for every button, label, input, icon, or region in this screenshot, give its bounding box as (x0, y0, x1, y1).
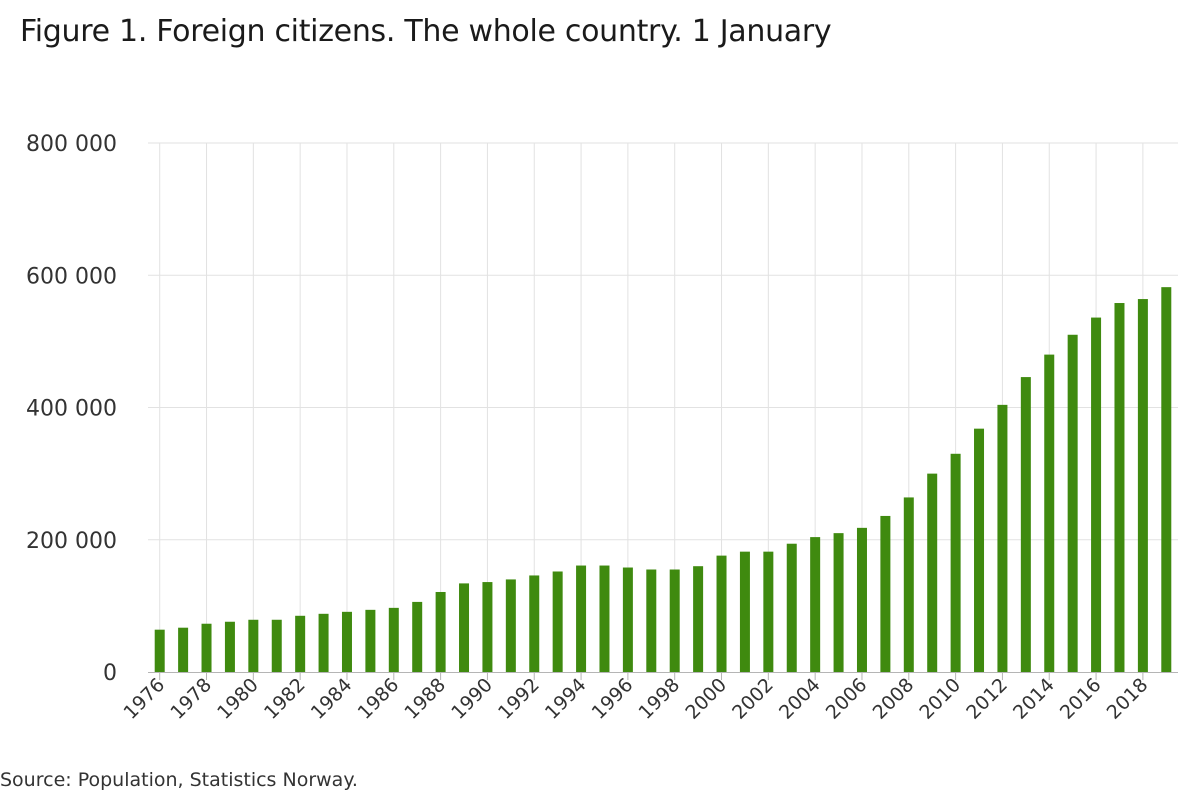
bar-2010 (950, 453, 961, 672)
bar-2003 (786, 543, 797, 672)
bar-1987 (412, 601, 423, 672)
bar-2019 (1161, 287, 1172, 672)
x-tick-label: 1994 (541, 674, 591, 724)
y-tick-label: 800 000 (26, 132, 117, 157)
bar-1985 (365, 609, 376, 672)
bar-1988 (435, 591, 446, 672)
x-tick-label: 1982 (260, 674, 310, 724)
bar-2001 (739, 551, 750, 672)
y-tick-label: 0 (103, 661, 117, 686)
x-tick-label: 2000 (681, 674, 731, 724)
bar-2007 (880, 515, 891, 672)
x-tick-label: 1978 (166, 674, 216, 724)
x-tick-label: 1980 (213, 674, 263, 724)
x-tick-label: 1984 (307, 674, 357, 724)
y-tick-label: 600 000 (26, 264, 117, 289)
x-tick-label: 2008 (869, 674, 919, 724)
y-tick-label: 400 000 (26, 397, 117, 422)
x-tick-label: 2016 (1056, 674, 1106, 724)
x-tick-label: 2004 (775, 674, 825, 724)
bar-2018 (1137, 299, 1148, 672)
bar-2011 (974, 428, 985, 672)
bar-2005 (833, 533, 844, 672)
x-tick-label: 1996 (588, 674, 638, 724)
bar-1994 (576, 565, 587, 672)
x-tick-label: 2006 (822, 674, 872, 724)
y-tick-labels: 0 200 000 400 000 600 000 800 000 (26, 132, 117, 686)
bar-2000 (716, 555, 727, 672)
x-tick-labels: 1976197819801982198419861988199019921994… (119, 674, 1152, 724)
bar-2015 (1067, 334, 1078, 672)
bar-1986 (388, 607, 399, 672)
bar-1981 (271, 619, 282, 672)
bar-1997 (646, 569, 657, 672)
bar-1998 (669, 569, 680, 672)
bar-1978 (201, 623, 212, 672)
x-tick-label: 2002 (728, 674, 778, 724)
x-tick-label: 2018 (1103, 674, 1153, 724)
chart-title: Figure 1. Foreign citizens. The whole co… (20, 14, 832, 49)
source-note: Source: Population, Statistics Norway. (0, 769, 358, 791)
x-tick-label: 2012 (962, 674, 1012, 724)
bar-1996 (622, 567, 633, 672)
bar-1991 (505, 579, 516, 672)
bar-2016 (1091, 317, 1102, 672)
bar-1990 (482, 582, 493, 672)
bar-1995 (599, 565, 610, 672)
bar-1979 (224, 621, 235, 672)
y-tick-label: 200 000 (26, 529, 117, 554)
bars (154, 287, 1172, 672)
bar-1999 (693, 566, 704, 672)
bar-2017 (1114, 303, 1125, 672)
x-tick-label: 1990 (447, 674, 497, 724)
bar-1993 (552, 571, 563, 672)
x-tick-label: 1976 (119, 674, 169, 724)
x-tick-label: 1986 (354, 674, 404, 724)
x-tick-label: 1992 (494, 674, 544, 724)
bar-2002 (763, 551, 774, 672)
x-axis (148, 672, 1178, 680)
bar-2008 (903, 497, 914, 672)
bar-2013 (1020, 377, 1031, 672)
bar-1980 (248, 619, 259, 672)
bar-1989 (459, 583, 470, 672)
x-tick-label: 1988 (400, 674, 450, 724)
bar-1977 (178, 627, 189, 672)
bar-2012 (997, 404, 1008, 672)
bar-2006 (856, 527, 867, 672)
bar-1992 (529, 575, 540, 672)
bar-2014 (1044, 354, 1055, 672)
bar-2004 (810, 537, 821, 672)
x-tick-label: 1998 (634, 674, 684, 724)
bar-1976 (154, 629, 165, 672)
bar-1984 (341, 611, 352, 672)
x-tick-label: 2010 (915, 674, 965, 724)
x-tick-label: 2014 (1009, 674, 1059, 724)
bar-1983 (318, 613, 329, 672)
bar-2009 (927, 473, 938, 672)
bar-1982 (295, 615, 306, 672)
